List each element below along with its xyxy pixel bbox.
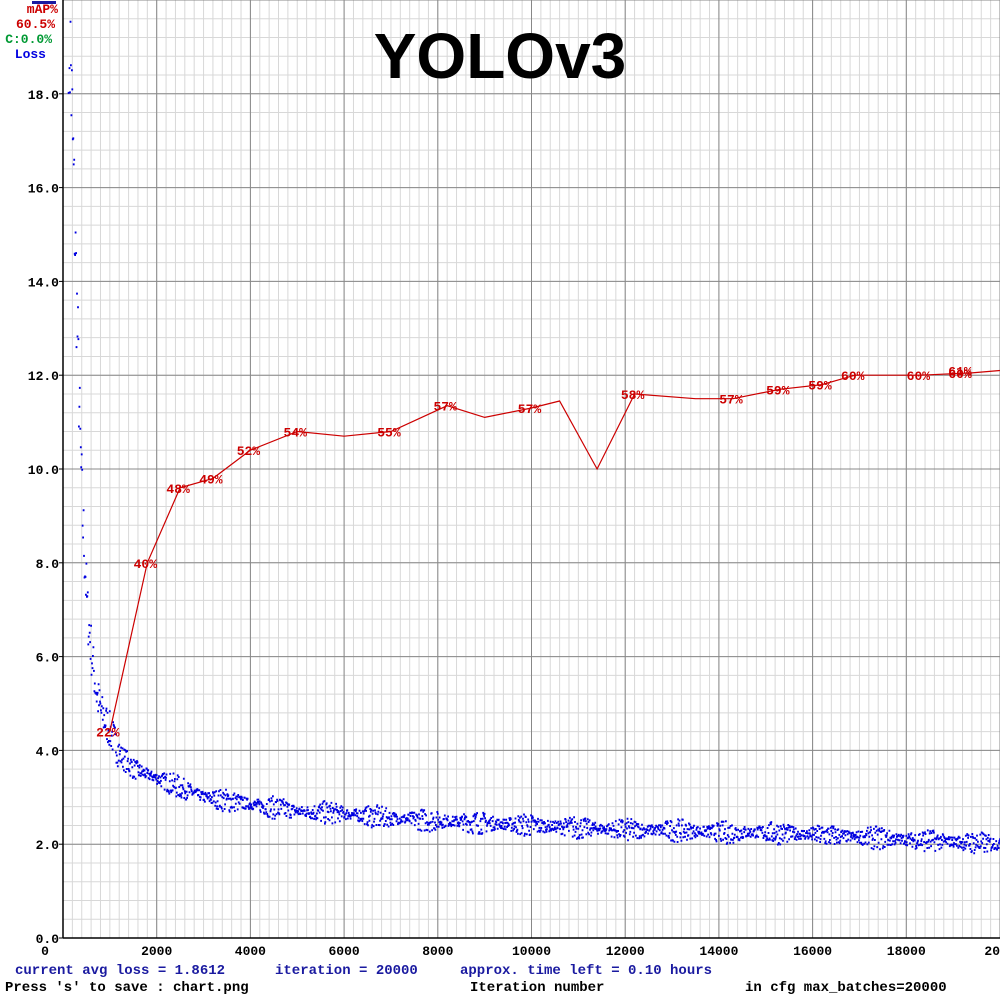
x-tick-label: 12000: [606, 944, 645, 959]
map-point-label: 57%: [719, 393, 743, 408]
x-tick-label: 16000: [793, 944, 832, 959]
max-batches: in cfg max_batches=20000: [745, 980, 947, 996]
x-tick-label: 14000: [699, 944, 738, 959]
save-hint: Press 's' to save : chart.png: [5, 980, 249, 996]
y-tick-label: 4.0: [36, 744, 60, 759]
x-axis-ticks: 0 2000 4000 6000 8000 10000 12000 14000 16000 180…: [41, 944, 1000, 959]
x-axis-label: Iteration number: [470, 980, 604, 996]
map-point-label: 60%: [907, 369, 931, 384]
map-line-path: [109, 369, 1000, 732]
x-tick-label: 20: [984, 944, 1000, 959]
map-point-label: 22%: [96, 726, 120, 741]
legend-c-label: C:0.0%: [5, 32, 52, 47]
y-tick-label: 18.0: [28, 88, 59, 103]
x-tick-label: 2000: [141, 944, 172, 959]
map-point-label: 60%: [841, 369, 865, 384]
map-point-label: 57%: [518, 402, 542, 417]
time-left: approx. time left = 0.10 hours: [460, 963, 712, 979]
map-point-label: 54%: [284, 425, 308, 440]
map-point-label: 48%: [166, 482, 190, 497]
map-point-label: 55%: [377, 425, 401, 440]
y-tick-label: 2.0: [36, 838, 60, 853]
legend-map-value: 60.5%: [16, 17, 55, 32]
x-tick-label: 0: [41, 944, 49, 959]
x-tick-label: 8000: [422, 944, 453, 959]
chart-title: YOLOv3: [374, 20, 627, 92]
y-tick-label: 12.0: [28, 369, 59, 384]
x-tick-label: 4000: [235, 944, 266, 959]
map-point-label: 58%: [621, 388, 645, 403]
legend-loss-label: Loss: [15, 47, 46, 62]
map-series: [109, 369, 1000, 732]
map-point-label: 40%: [134, 557, 158, 572]
x-tick-label: 10000: [512, 944, 551, 959]
major-grid: [62, 0, 1000, 939]
current-avg-loss: current avg loss = 1.8612: [15, 963, 225, 979]
x-tick-label: 6000: [328, 944, 359, 959]
map-point-label: 57%: [433, 400, 457, 415]
map-point-label: 60%: [948, 367, 972, 382]
iteration-count: iteration = 20000: [275, 963, 418, 979]
y-tick-label: 14.0: [28, 275, 59, 290]
map-point-label: 49%: [199, 472, 223, 487]
y-tick-label: 6.0: [36, 651, 60, 666]
map-point-label: 52%: [237, 444, 261, 459]
y-tick-label: 8.0: [36, 557, 60, 572]
map-labels: 22% 40% 48% 49% 52% 54% 55% 57% 57% 58% 57% 59% 59% 6…: [96, 365, 972, 741]
legend-map-label: mAP%: [27, 2, 58, 17]
map-point-label: 61%: [948, 365, 972, 380]
loss-points-path: [67, 20, 1000, 855]
y-tick-label: 16.0: [28, 182, 59, 197]
y-tick-label: 10.0: [28, 463, 59, 478]
loss-series: [67, 20, 1000, 855]
map-point-label: 59%: [808, 379, 832, 394]
legend-marker: [32, 1, 56, 4]
x-tick-label: 18000: [887, 944, 926, 959]
y-tick-label: 0.0: [36, 932, 60, 947]
map-point-label: 59%: [766, 383, 790, 398]
y-axis-ticks: 0.0 2.0 4.0 6.0 8.0 10.0 12.0 14.0 16.0 18.0: [28, 88, 63, 947]
